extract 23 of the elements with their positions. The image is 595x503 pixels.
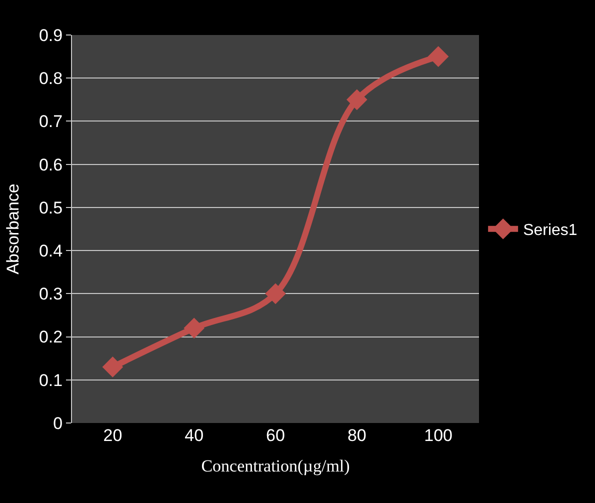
x-tick-label: 80 — [347, 426, 366, 445]
point — [428, 46, 449, 67]
y-tick-label: 0.5 — [38, 198, 63, 218]
x-tick-label: 60 — [266, 426, 285, 445]
y-tick-label: 0 — [53, 414, 63, 433]
x-tick-label: 40 — [184, 426, 204, 445]
point — [102, 356, 124, 378]
y-tick-label: 0.8 — [38, 69, 63, 88]
point — [265, 283, 286, 304]
y-tick-label: 0.2 — [38, 328, 63, 347]
point — [346, 89, 368, 110]
y-tick-label: 0.3 — [38, 284, 63, 304]
legend-label: Series1 — [523, 222, 578, 240]
y-tick-label: 0.9 — [38, 26, 63, 45]
y-tick-label: 0.6 — [38, 155, 63, 174]
y-axis-title: Absorbance — [4, 184, 23, 274]
y-tick-label: 0.1 — [38, 370, 63, 390]
x-axis-title: Concentration(µg/ml) — [201, 456, 350, 476]
y-tick-label: 0.7 — [38, 112, 63, 132]
y-tick-label: 0.4 — [38, 242, 63, 261]
x-tick-label: 100 — [424, 426, 452, 445]
x-tick-label: 20 — [103, 426, 122, 445]
point — [184, 318, 204, 339]
